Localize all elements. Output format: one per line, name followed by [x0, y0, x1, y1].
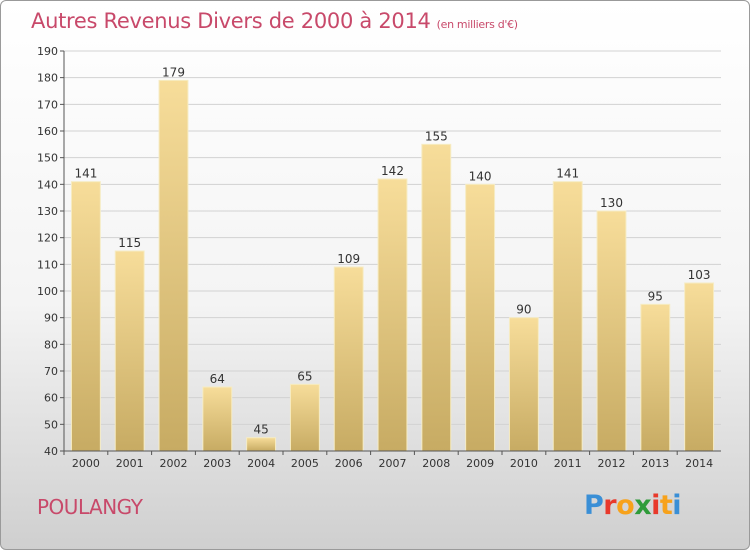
y-tick-label: 180 [37, 72, 58, 85]
data-label: 155 [425, 129, 448, 143]
axes [63, 51, 721, 452]
logo-letter: i [672, 490, 682, 521]
x-tick-label: 2006 [335, 457, 363, 470]
x-tick-label: 2011 [554, 457, 582, 470]
data-label: 90 [516, 303, 531, 317]
data-label: 141 [556, 167, 579, 181]
chart-title: Autres Revenus Divers de 2000 à 2014 (en … [31, 9, 518, 33]
bar [465, 183, 496, 452]
bar [508, 317, 539, 452]
data-label: 95 [648, 289, 663, 303]
logo-letter: P [584, 490, 604, 521]
data-label: 130 [600, 196, 623, 210]
data-label: 64 [210, 372, 225, 386]
commune-name: POULANGY [37, 495, 143, 519]
y-tick-labels: 40 50 60 70 80 90 100 110 120 130 140 150 160 170 180 1… [37, 45, 58, 458]
data-label: 179 [162, 65, 185, 79]
bar [202, 386, 233, 452]
data-label: 45 [253, 423, 268, 437]
logo-letter: o [616, 490, 635, 521]
y-tick-label: 190 [37, 45, 58, 58]
logo-letter: t [659, 490, 673, 521]
proxiti-logo: Proxiti [584, 490, 682, 521]
bar [289, 383, 320, 452]
y-tick-label: 70 [44, 365, 58, 378]
bar [333, 266, 364, 452]
x-tick-label: 2001 [116, 457, 144, 470]
x-tick-labels: 2000 2001 2002 2003 2004 2005 2006 2007 2008 2009… [72, 457, 713, 470]
bar [114, 250, 145, 452]
y-tick-label: 80 [44, 338, 58, 351]
x-tick-label: 2014 [685, 457, 713, 470]
logo-letter: r [603, 490, 617, 521]
y-tick-label: 130 [37, 205, 58, 218]
y-tick-label: 100 [37, 285, 58, 298]
y-tick-label: 40 [44, 445, 58, 458]
bar [158, 79, 189, 452]
bar [377, 178, 408, 452]
unit-label: (en milliers d'€) [436, 18, 518, 31]
y-tick-label: 60 [44, 392, 58, 405]
x-tick-label: 2013 [641, 457, 669, 470]
x-tick-label: 2004 [247, 457, 275, 470]
bar [552, 181, 583, 452]
bar [596, 210, 627, 452]
x-tick-label: 2000 [72, 457, 100, 470]
data-label: 109 [337, 252, 360, 266]
bars [70, 79, 715, 452]
logo-letter: x [634, 490, 652, 521]
y-tick-label: 120 [37, 232, 58, 245]
bar [70, 181, 101, 452]
y-tick-label: 110 [37, 258, 58, 271]
bar [246, 437, 277, 452]
data-label: 142 [381, 164, 404, 178]
title-text: Autres Revenus Divers de 2000 à 2014 [31, 9, 431, 33]
y-tick-label: 90 [44, 312, 58, 325]
x-tick-label: 2012 [598, 457, 626, 470]
bar [684, 282, 715, 452]
x-tick-label: 2009 [466, 457, 494, 470]
x-tick-label: 2007 [379, 457, 407, 470]
x-tick-label: 2005 [291, 457, 319, 470]
y-tick-label: 160 [37, 125, 58, 138]
y-tick-label: 140 [37, 178, 58, 191]
y-tick-label: 170 [37, 98, 58, 111]
data-label: 141 [74, 167, 97, 181]
data-label: 115 [118, 236, 141, 250]
data-labels: 141 115 179 64 45 65 109 142 155 140 90 141 130 95 103 [74, 65, 710, 436]
y-tick-label: 50 [44, 418, 58, 431]
y-tick-label: 150 [37, 152, 58, 165]
x-tick-label: 2002 [160, 457, 188, 470]
x-tick-label: 2008 [422, 457, 450, 470]
bar [421, 143, 452, 452]
x-tick-label: 2010 [510, 457, 538, 470]
bar [640, 303, 671, 452]
data-label: 103 [688, 268, 711, 282]
data-label: 65 [297, 369, 312, 383]
logo-letter: i [651, 490, 660, 521]
x-tick-label: 2003 [203, 457, 231, 470]
data-label: 140 [469, 169, 492, 183]
